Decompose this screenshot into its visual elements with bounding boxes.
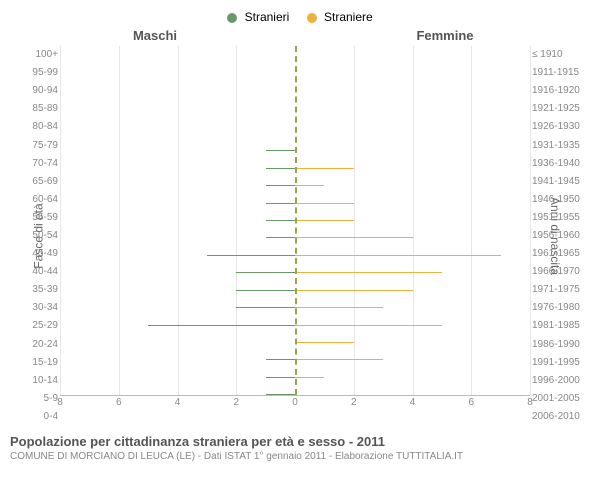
- panel-title-female: Femmine: [300, 28, 590, 43]
- birth-year-label: 2001-2005: [532, 393, 586, 404]
- birth-year-label: 1916-1920: [532, 85, 586, 96]
- age-label: 10-14: [24, 375, 58, 386]
- age-label: 75-79: [24, 140, 58, 151]
- center-divider: [295, 46, 297, 395]
- age-label: 50-54: [24, 230, 58, 241]
- legend-label-male: Stranieri: [245, 10, 290, 24]
- bar-male: [266, 168, 295, 169]
- gridline: [530, 46, 531, 395]
- age-label: 0-4: [24, 411, 58, 422]
- birth-year-label: 1986-1990: [532, 339, 586, 350]
- birth-year-label: 1911-1915: [532, 67, 586, 78]
- birth-year-label: 1981-1985: [532, 320, 586, 331]
- bar-male: [266, 185, 295, 186]
- age-label: 100+: [24, 49, 58, 60]
- age-label: 35-39: [24, 284, 58, 295]
- birth-year-label: 1961-1965: [532, 248, 586, 259]
- age-label: 20-24: [24, 339, 58, 350]
- age-label: 55-59: [24, 212, 58, 223]
- legend-label-female: Straniere: [324, 10, 373, 24]
- bar-female: [295, 377, 324, 378]
- birth-year-label: 1951-1955: [532, 212, 586, 223]
- birth-year-label: 2006-2010: [532, 411, 586, 422]
- birth-year-label: 1941-1945: [532, 176, 586, 187]
- bar-female: [295, 325, 442, 326]
- bar-male: [148, 325, 295, 326]
- bar-male: [236, 272, 295, 273]
- x-tick: 0: [292, 397, 298, 408]
- x-tick: 2: [351, 397, 357, 408]
- birth-year-label: 1946-1950: [532, 194, 586, 205]
- age-label: 5-9: [24, 393, 58, 404]
- birth-year-label: 1996-2000: [532, 375, 586, 386]
- bar-male: [236, 307, 295, 308]
- bar-female: [295, 359, 383, 360]
- x-tick: 6: [468, 397, 474, 408]
- x-tick: 8: [57, 397, 63, 408]
- bar-male: [266, 237, 295, 238]
- bar-female: [295, 168, 354, 169]
- bar-male: [207, 255, 295, 256]
- age-label: 80-84: [24, 121, 58, 132]
- bar-female: [295, 342, 354, 343]
- bar-male: [236, 290, 295, 291]
- legend-swatch-female: [307, 13, 317, 23]
- age-label: 40-44: [24, 266, 58, 277]
- age-label: 85-89: [24, 103, 58, 114]
- birth-year-label: 1936-1940: [532, 158, 586, 169]
- bar-female: [295, 220, 354, 221]
- age-label: 65-69: [24, 176, 58, 187]
- bar-female: [295, 290, 413, 291]
- bar-female: [295, 237, 413, 238]
- birth-year-label: 1971-1975: [532, 284, 586, 295]
- age-label: 95-99: [24, 67, 58, 78]
- age-label: 30-34: [24, 302, 58, 313]
- population-pyramid: Fasce di età Anni di nascita 864202468 1…: [10, 46, 590, 426]
- age-label: 60-64: [24, 194, 58, 205]
- bar-female: [295, 185, 324, 186]
- legend-swatch-male: [227, 13, 237, 23]
- birth-year-label: 1991-1995: [532, 357, 586, 368]
- chart-subtitle: COMUNE DI MORCIANO DI LEUCA (LE) - Dati …: [10, 451, 590, 462]
- bar-male: [266, 359, 295, 360]
- bar-male: [266, 150, 295, 151]
- birth-year-label: 1976-1980: [532, 302, 586, 313]
- chart-title: Popolazione per cittadinanza straniera p…: [10, 434, 590, 449]
- bar-female: [295, 272, 442, 273]
- birth-year-label: 1921-1925: [532, 103, 586, 114]
- panel-title-male: Maschi: [10, 28, 300, 43]
- x-tick: 4: [175, 397, 181, 408]
- bar-male: [266, 203, 295, 204]
- age-label: 90-94: [24, 85, 58, 96]
- age-label: 25-29: [24, 320, 58, 331]
- birth-year-label: 1956-1960: [532, 230, 586, 241]
- age-label: 15-19: [24, 357, 58, 368]
- bar-male: [266, 220, 295, 221]
- bar-female: [295, 203, 354, 204]
- bar-female: [295, 255, 501, 256]
- age-label: 70-74: [24, 158, 58, 169]
- birth-year-label: 1926-1930: [532, 121, 586, 132]
- legend: Stranieri Straniere: [10, 10, 590, 24]
- birth-year-label: 1931-1935: [532, 140, 586, 151]
- birth-year-label: ≤ 1910: [532, 49, 586, 60]
- birth-year-label: 1966-1970: [532, 266, 586, 277]
- age-label: 45-49: [24, 248, 58, 259]
- bar-female: [295, 307, 383, 308]
- x-tick: 6: [116, 397, 122, 408]
- x-tick: 2: [233, 397, 239, 408]
- x-tick: 4: [410, 397, 416, 408]
